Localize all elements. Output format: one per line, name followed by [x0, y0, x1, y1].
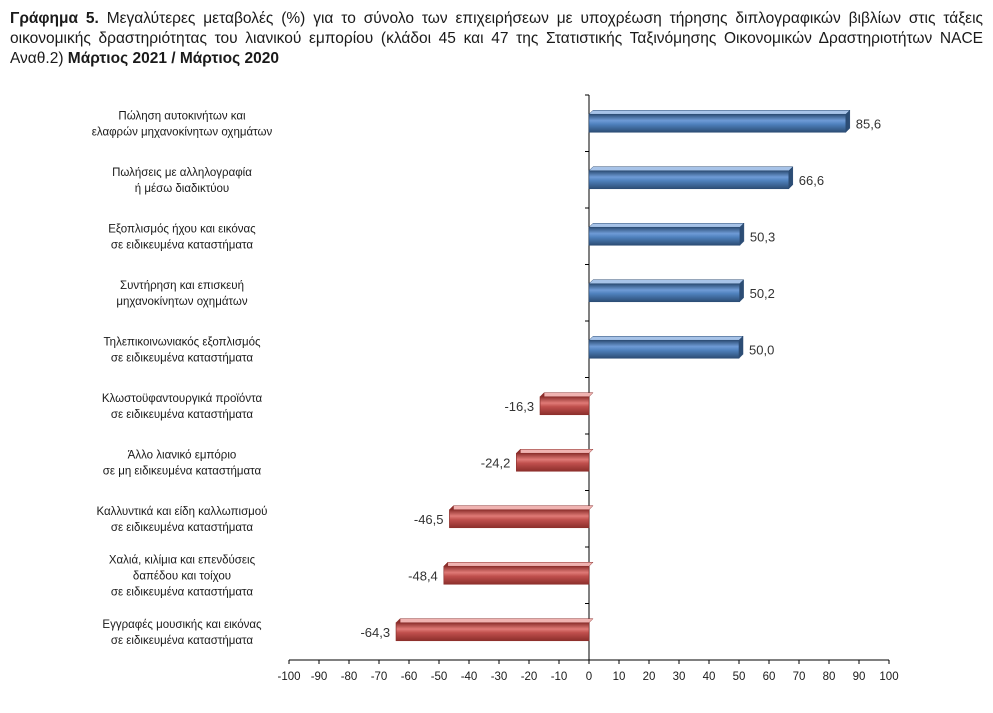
bar-top-face [448, 505, 594, 510]
category-label-line: σε ειδικευμένα καταστήματα [111, 239, 254, 251]
category-label-line: Πώληση αυτοκινήτων και [118, 110, 246, 122]
bar-positive [588, 339, 740, 359]
category-label: Τηλεπικοινωνιακός εξοπλισμός σε ειδικευμέ… [103, 336, 260, 364]
bar-value-label: 66,6 [799, 173, 824, 188]
x-tick-label: 30 [673, 671, 686, 683]
category-label-line: σε ειδικευμένα καταστήματα [111, 409, 254, 421]
bar-top-face [539, 392, 594, 397]
x-tick-label: 40 [703, 671, 716, 683]
bar-top-face [588, 223, 745, 228]
x-tick-label: -90 [311, 671, 328, 683]
bar-side-face [739, 279, 744, 303]
plot-area: -100 -90 -80 -70 -60 -50 -40 -30 -20 -10 0 10 20 30 40… [92, 94, 899, 683]
bar-positive [588, 226, 741, 246]
category-label-line: Κλωστοϋφαντουργικά προϊόντα [102, 393, 263, 405]
bar-value-label: 50,2 [750, 286, 775, 301]
category-label-line: δαπέδου και τοίχου [133, 570, 231, 582]
bar-value-label: -46,5 [414, 512, 444, 527]
x-tick-label: 90 [853, 671, 866, 683]
x-tick-label: -80 [341, 671, 358, 683]
bar-positive [588, 113, 847, 133]
bar-top-face [588, 166, 794, 171]
category-label: Πωλήσεις με αλληλογραφία ή μέσω διαδικτύο… [112, 167, 252, 195]
bar-side-face [845, 109, 851, 133]
bar-positive [588, 283, 740, 303]
bar-top-face [443, 562, 594, 567]
x-tick-label: -100 [277, 671, 300, 683]
category-label-line: Συντήρηση και επισκευή [120, 280, 244, 292]
bar-side-face [739, 222, 745, 246]
bar-positive [588, 170, 790, 190]
category-label-line: σε ειδικευμένα καταστήματα [111, 522, 254, 534]
category-label-line: μηχανοκίνητων οχημάτων [116, 296, 247, 308]
bar-negative [443, 565, 590, 585]
category-label-line: Εξοπλισμός ήχου και εικόνας [108, 223, 256, 235]
category-label: Εγγραφές μουσικής και εικόνας σε ειδικευμ… [102, 619, 262, 647]
x-tick-label: -70 [371, 671, 388, 683]
bar-top-face [588, 336, 744, 341]
category-label-line: σε ειδικευμένα καταστήματα [111, 635, 254, 647]
category-label: Συντήρηση και επισκευή μηχανοκίνητων οχημ… [116, 280, 247, 308]
x-tick-label: -30 [491, 671, 508, 683]
bar-top-face [588, 279, 745, 284]
category-label-line: ή μέσω διαδικτύου [135, 183, 229, 195]
x-tick-label: -10 [551, 671, 568, 683]
bar-value-label: -48,4 [408, 568, 438, 583]
x-tick-label: 60 [763, 671, 776, 683]
x-tick-label: 0 [586, 671, 592, 683]
category-label-line: σε ειδικευμένα καταστήματα [111, 352, 254, 364]
x-tick-label: 20 [643, 671, 656, 683]
bar-negative [449, 509, 590, 529]
x-tick-label: 70 [793, 671, 806, 683]
category-label: Χαλιά, κιλίμια και επενδύσεις δαπέδου και… [109, 554, 256, 598]
bar-value-label: -16,3 [504, 399, 534, 414]
bar-top-face [515, 449, 594, 454]
bar-side-face [788, 166, 794, 190]
category-label: Κλωστοϋφαντουργικά προϊόντα σε ειδικευμέν… [102, 393, 263, 421]
bar-value-label: -24,2 [481, 455, 511, 470]
x-tick-label: 100 [879, 671, 898, 683]
category-label-line: Άλλο λιανικό εμπόριο [128, 449, 237, 461]
bar-negative [395, 622, 590, 642]
category-label: Πώληση αυτοκινήτων και ελαφρών μηχανοκίνη… [92, 110, 273, 138]
x-tick-label: 50 [733, 671, 746, 683]
chart-title: Γράφημα 5. Μεγαλύτερες μεταβολές (%) για… [10, 9, 983, 69]
bar-top-face [395, 618, 594, 623]
x-tick-label: -50 [431, 671, 448, 683]
x-tick-label: -60 [401, 671, 418, 683]
bar-side-face [738, 335, 744, 359]
bar-value-label: 50,0 [749, 342, 774, 357]
category-label-line: Καλλυντικά και είδη καλλωπισμού [97, 506, 268, 518]
x-tick-label: -20 [521, 671, 538, 683]
bar-value-label: 85,6 [856, 116, 881, 131]
bar-negative [539, 396, 590, 416]
x-tick-label: 80 [823, 671, 836, 683]
chart-title-lead: Γράφημα 5. [10, 10, 99, 27]
category-label-line: σε μη ειδικευμένα καταστήματα [103, 465, 262, 477]
category-label-line: Εγγραφές μουσικής και εικόνας [102, 619, 262, 631]
category-label-line: Χαλιά, κιλίμια και επενδύσεις [109, 554, 256, 566]
chart-title-text: Μεγαλύτερες μεταβολές (%) για το σύνολο … [10, 10, 983, 67]
category-label-line: Πωλήσεις με αλληλογραφία [112, 167, 252, 179]
x-tick-label: 10 [613, 671, 626, 683]
chart-title-period: Μάρτιος 2021 / Μάρτιος 2020 [67, 50, 279, 67]
bar-negative [516, 452, 590, 472]
category-label-line: Τηλεπικοινωνιακός εξοπλισμός [103, 336, 260, 348]
category-label: Άλλο λιανικό εμπόριο σε μη ειδικευμένα κα… [103, 449, 262, 477]
category-label: Εξοπλισμός ήχου και εικόνας σε ειδικευμέν… [108, 223, 256, 251]
category-label-line: σε ειδικευμένα καταστήματα [111, 586, 254, 598]
bar-value-label: 50,3 [750, 229, 775, 244]
category-label: Καλλυντικά και είδη καλλωπισμού σε ειδικε… [97, 506, 268, 534]
bar-top-face [588, 110, 851, 115]
x-tick-label: -40 [461, 671, 478, 683]
category-label-line: ελαφρών μηχανοκίνητων οχημάτων [92, 126, 273, 138]
bar-value-label: -64,3 [360, 625, 390, 640]
